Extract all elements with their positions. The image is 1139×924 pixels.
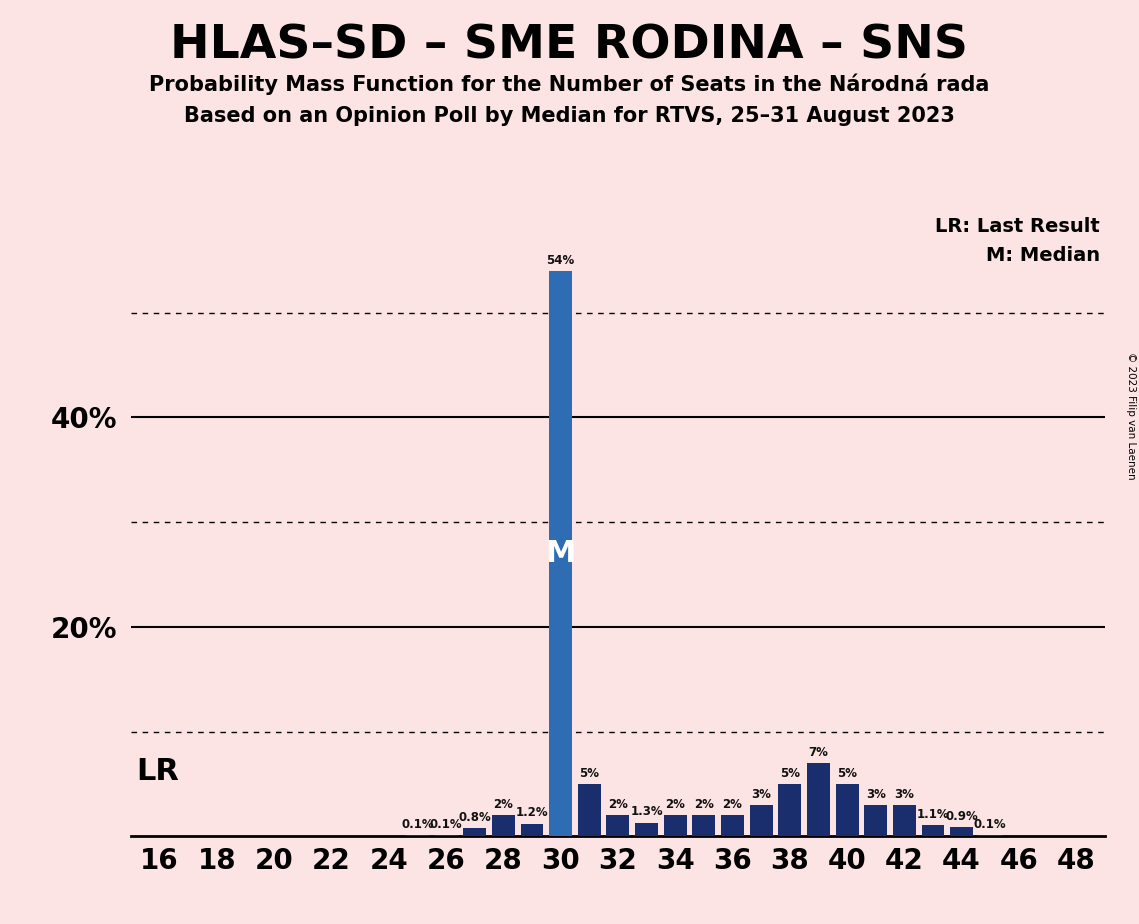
Bar: [836, 784, 859, 836]
Text: 3%: 3%: [866, 787, 886, 800]
Bar: [464, 828, 486, 836]
Bar: [606, 815, 630, 836]
Bar: [693, 815, 715, 836]
Bar: [405, 835, 429, 836]
Bar: [492, 815, 515, 836]
Text: 1.1%: 1.1%: [917, 808, 949, 821]
Text: Based on an Opinion Poll by Median for RTVS, 25–31 August 2023: Based on an Opinion Poll by Median for R…: [185, 106, 954, 127]
Bar: [921, 825, 944, 836]
Text: 7%: 7%: [809, 746, 828, 759]
Text: © 2023 Filip van Laenen: © 2023 Filip van Laenen: [1126, 352, 1136, 480]
Text: 5%: 5%: [580, 767, 599, 780]
Bar: [664, 815, 687, 836]
Text: 0.8%: 0.8%: [458, 810, 491, 823]
Text: LR: Last Result: LR: Last Result: [935, 217, 1100, 237]
Bar: [577, 784, 600, 836]
Text: M: Median: M: Median: [986, 246, 1100, 264]
Text: 2%: 2%: [493, 798, 514, 811]
Bar: [636, 822, 658, 836]
Text: 0.1%: 0.1%: [429, 818, 462, 831]
Bar: [549, 271, 572, 836]
Text: 2%: 2%: [608, 798, 628, 811]
Text: 5%: 5%: [837, 767, 857, 780]
Bar: [865, 805, 887, 836]
Text: M: M: [546, 539, 576, 568]
Text: 1.3%: 1.3%: [630, 806, 663, 819]
Text: 3%: 3%: [894, 787, 915, 800]
Text: 5%: 5%: [780, 767, 800, 780]
Text: 2%: 2%: [722, 798, 743, 811]
Text: 3%: 3%: [752, 787, 771, 800]
Bar: [778, 784, 801, 836]
Text: 1.2%: 1.2%: [516, 807, 548, 820]
Bar: [950, 827, 973, 836]
Bar: [435, 835, 458, 836]
Bar: [978, 835, 1001, 836]
Text: HLAS–SD – SME RODINA – SNS: HLAS–SD – SME RODINA – SNS: [171, 23, 968, 68]
Bar: [521, 823, 543, 836]
Bar: [806, 763, 830, 836]
Text: 0.1%: 0.1%: [401, 818, 434, 831]
Text: 0.9%: 0.9%: [945, 809, 978, 822]
Text: 2%: 2%: [665, 798, 686, 811]
Text: Probability Mass Function for the Number of Seats in the Národná rada: Probability Mass Function for the Number…: [149, 74, 990, 95]
Bar: [749, 805, 772, 836]
Bar: [893, 805, 916, 836]
Text: 2%: 2%: [694, 798, 714, 811]
Bar: [721, 815, 744, 836]
Text: 54%: 54%: [547, 253, 575, 266]
Text: 0.1%: 0.1%: [974, 818, 1007, 831]
Text: LR: LR: [136, 757, 179, 786]
